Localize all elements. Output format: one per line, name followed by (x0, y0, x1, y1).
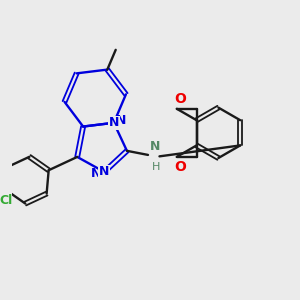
Text: N: N (109, 116, 119, 129)
Text: N: N (99, 165, 110, 178)
Text: H: H (152, 162, 160, 172)
Text: Cl: Cl (0, 194, 13, 206)
Text: N: N (150, 140, 160, 154)
Text: N: N (91, 167, 101, 180)
Text: O: O (174, 160, 186, 174)
Text: N: N (116, 114, 127, 127)
Text: O: O (174, 92, 186, 106)
